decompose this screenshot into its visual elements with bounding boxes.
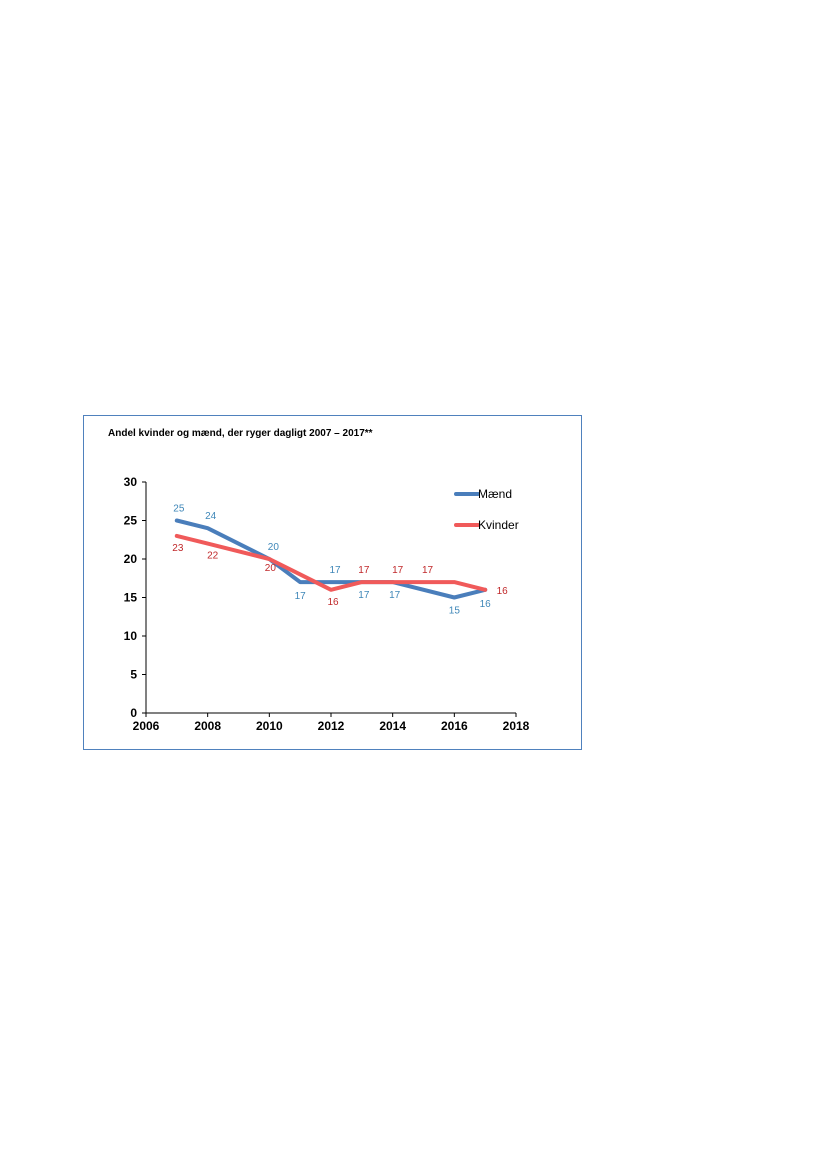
data-point — [298, 572, 302, 576]
legend-label-kvinder: Kvinder — [478, 518, 519, 532]
data-point — [175, 534, 179, 538]
data-label: 17 — [422, 565, 434, 576]
data-label: 17 — [295, 591, 307, 602]
y-tick-label: 20 — [124, 552, 138, 566]
data-label: 20 — [265, 563, 277, 574]
data-point — [483, 588, 487, 592]
data-label: 16 — [480, 599, 492, 610]
data-point — [421, 580, 426, 584]
legend-label-maend: Mænd — [478, 487, 512, 501]
data-point — [452, 580, 456, 584]
data-point — [298, 580, 302, 584]
y-tick-label: 5 — [130, 668, 137, 682]
x-tick-label: 2006 — [133, 719, 160, 733]
data-label: 15 — [449, 606, 461, 617]
y-tick-label: 10 — [124, 629, 138, 643]
data-label: 17 — [358, 590, 370, 601]
y-tick-label: 15 — [124, 591, 138, 605]
chart-title: Andel kvinder og mænd, der ryger dagligt… — [108, 428, 373, 439]
y-tick-label: 30 — [124, 475, 138, 489]
data-label: 22 — [207, 551, 219, 562]
x-tick-label: 2012 — [318, 719, 345, 733]
data-label: 20 — [268, 542, 280, 553]
x-tick-label: 2018 — [503, 719, 530, 733]
y-tick-label: 25 — [124, 514, 138, 528]
data-point — [360, 580, 364, 584]
data-label: 17 — [392, 565, 404, 576]
data-point — [452, 595, 456, 600]
series-line-kvinder — [174, 533, 488, 592]
data-point — [329, 580, 333, 584]
series-line-maend — [174, 518, 488, 600]
data-label: 17 — [358, 565, 370, 576]
x-tick-label: 2016 — [441, 719, 468, 733]
data-point — [175, 518, 179, 523]
data-label: 17 — [329, 565, 341, 576]
chart-frame: Andel kvinder og mænd, der ryger dagligt… — [83, 415, 582, 750]
y-tick-label: 0 — [130, 706, 137, 720]
x-tick-label: 2014 — [379, 719, 406, 733]
data-label: 16 — [327, 597, 339, 608]
data-label: 23 — [172, 543, 184, 554]
data-label: 17 — [389, 590, 401, 601]
data-point — [267, 557, 271, 561]
x-tick-label: 2010 — [256, 719, 283, 733]
data-point — [329, 588, 333, 592]
line-chart: Andel kvinder og mænd, der ryger dagligt… — [108, 428, 530, 733]
data-point — [391, 580, 395, 584]
x-tick-label: 2008 — [194, 719, 221, 733]
data-label: 24 — [205, 511, 217, 522]
data-label: 16 — [497, 586, 509, 597]
data-label: 25 — [173, 504, 185, 515]
data-point — [206, 542, 210, 546]
data-point — [206, 526, 210, 530]
